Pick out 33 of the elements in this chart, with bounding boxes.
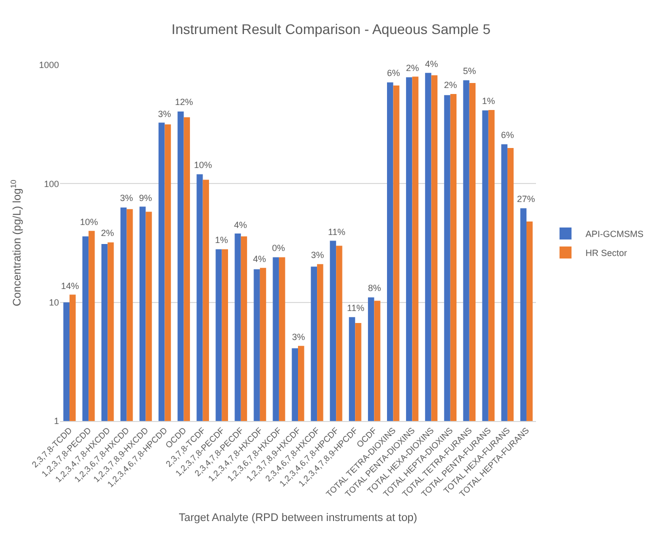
annotation: 6% xyxy=(387,68,400,78)
legend-label: HR Sector xyxy=(586,248,628,258)
annotation: 27% xyxy=(517,194,536,204)
y-tick-label: 1000 xyxy=(38,60,59,70)
annotation: 4% xyxy=(253,254,266,264)
annotation: 8% xyxy=(368,283,382,293)
annotation: 2% xyxy=(101,228,114,238)
annotation: 3% xyxy=(311,250,324,260)
annotation: 10% xyxy=(194,160,212,170)
y-tick-label: 1 xyxy=(54,416,59,426)
annotation: 4% xyxy=(234,220,248,230)
y-tick-label: 10 xyxy=(48,297,59,308)
annotation: 5% xyxy=(463,66,476,76)
x-axis-title: Target Analyte (RPD between instruments at top) xyxy=(178,512,418,524)
annotation: 6% xyxy=(501,130,514,140)
legend-label: API-GCMSMS xyxy=(586,229,644,240)
y-tick-label: 100 xyxy=(44,178,59,189)
annotation: 3% xyxy=(292,332,306,342)
annotation: 11% xyxy=(328,227,346,237)
annotation: 14% xyxy=(61,281,80,291)
annotation: 10% xyxy=(80,217,98,227)
annotation: 2% xyxy=(444,80,458,90)
chart-title: Instrument Result Comparison - Aqueous Sample 5 xyxy=(171,20,491,37)
annotation: 11% xyxy=(347,303,364,313)
annotation: 3% xyxy=(120,193,134,203)
annotation: 2% xyxy=(406,63,420,73)
annotation: 1% xyxy=(215,235,228,245)
annotation: 3% xyxy=(158,109,172,119)
annotation: 9% xyxy=(139,193,152,203)
annotation: 4% xyxy=(425,59,438,69)
annotation: 1% xyxy=(482,96,496,106)
annotation: 12% xyxy=(175,97,194,107)
annotation: 0% xyxy=(272,243,286,253)
